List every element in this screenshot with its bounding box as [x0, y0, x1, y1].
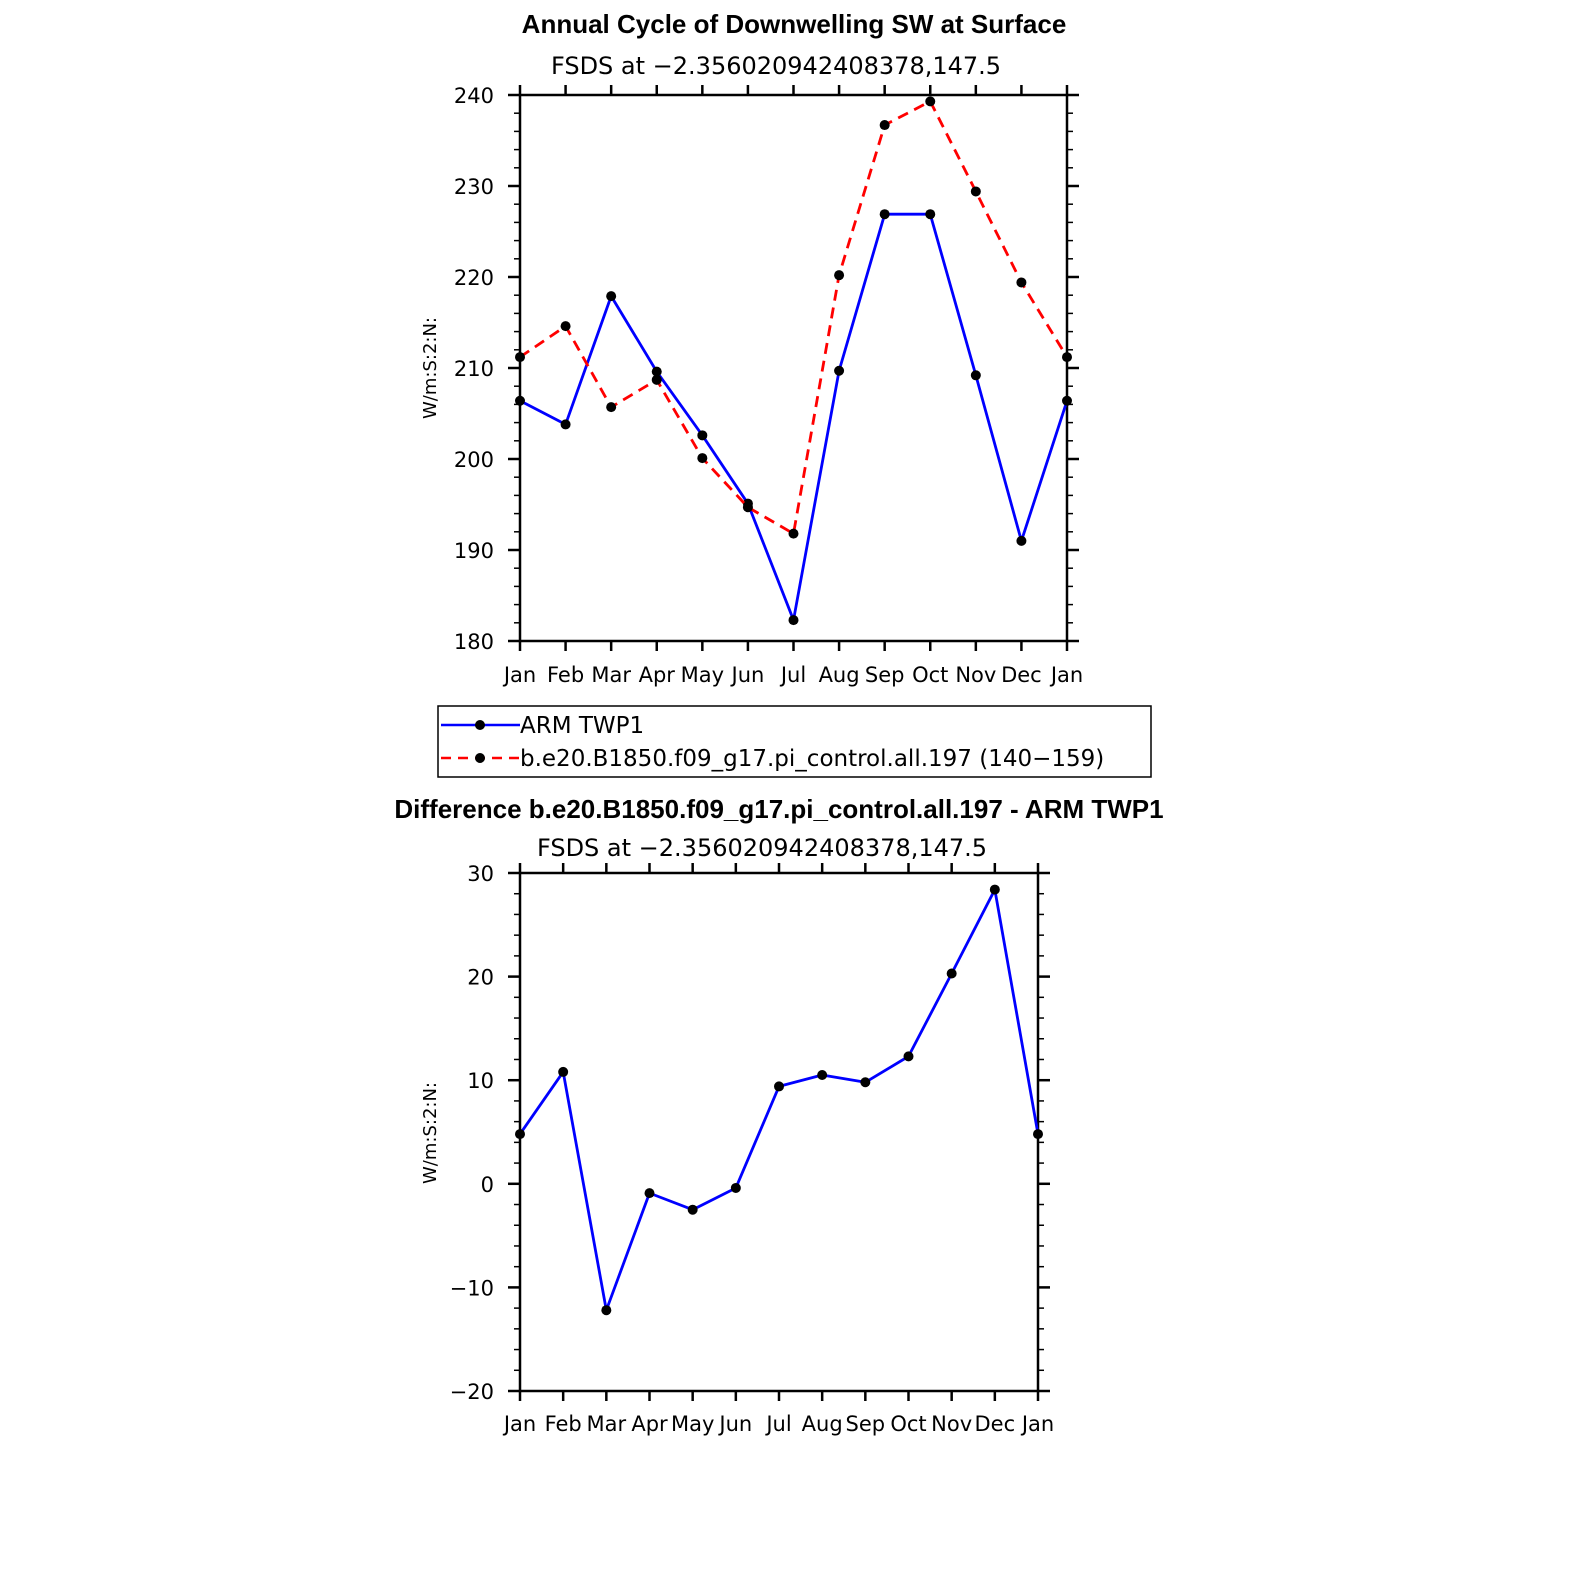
x-tick-label: May [671, 1412, 714, 1436]
data-point [558, 1066, 569, 1077]
data-point [651, 374, 662, 385]
data-point [774, 1081, 784, 1092]
x-tick-label: Aug [819, 663, 860, 687]
data-point [515, 395, 525, 406]
data-point [1062, 352, 1072, 363]
data-point [788, 528, 799, 539]
y-tick-label: 0 [481, 1173, 494, 1197]
data-point [515, 352, 525, 363]
legend-label-model: b.e20.B1850.f09_g17.pi_control.all.197 (… [520, 746, 1104, 772]
x-tick-label: Feb [547, 663, 584, 687]
data-point [560, 419, 571, 430]
chart-2-y-axis-label: W/m:S:2:N: [420, 1082, 441, 1184]
chart-2-subtitle: FSDS at −2.356020942408378,147.5 [537, 834, 987, 862]
x-tick-label: Jan [1020, 1412, 1054, 1436]
data-point [1033, 1129, 1043, 1140]
x-tick-label: Oct [912, 663, 948, 687]
data-point [1016, 535, 1027, 546]
data-point [515, 1129, 525, 1140]
x-tick-label: Dec [975, 1412, 1016, 1436]
y-tick-label: 240 [454, 84, 494, 108]
data-point [925, 96, 936, 107]
data-point [742, 502, 753, 513]
y-tick-label: −10 [450, 1276, 494, 1300]
legend-marker-model [475, 753, 485, 763]
data-point [946, 968, 957, 979]
x-tick-label: Aug [802, 1412, 843, 1436]
x-tick-label: Apr [639, 663, 676, 687]
x-tick-label: Jun [717, 1412, 752, 1436]
data-point [730, 1182, 741, 1193]
data-point [970, 370, 981, 381]
x-tick-label: Jan [1049, 663, 1083, 687]
legend-marker-arm-twp1 [475, 720, 485, 730]
x-tick-label: Mar [591, 663, 631, 687]
data-point [925, 209, 936, 220]
chart-1-axes: Jan Feb Mar Apr May Jun Jul Aug Sep Oct Nov Dec Jan 1… [454, 84, 1083, 687]
data-point [644, 1188, 655, 1199]
x-tick-label: Jan [502, 1412, 536, 1436]
data-point [970, 186, 981, 197]
data-point [687, 1204, 698, 1215]
difference-panel: Difference b.e20.B1850.f09_g17.pi_contro… [394, 794, 1163, 1436]
data-point [560, 321, 571, 332]
x-tick-label: Apr [631, 1412, 668, 1436]
y-tick-label: −20 [450, 1380, 494, 1404]
x-tick-label: Dec [1001, 663, 1042, 687]
data-point [817, 1070, 828, 1081]
y-tick-label: 230 [454, 175, 494, 199]
data-point [834, 365, 845, 376]
data-point [651, 366, 662, 377]
x-tick-label: Jun [730, 663, 765, 687]
x-tick-label: Mar [587, 1412, 627, 1436]
data-point [1062, 395, 1072, 406]
data-point [606, 291, 617, 302]
chart-1-title: Annual Cycle of Downwelling SW at Surfac… [522, 9, 1067, 39]
y-tick-label: 200 [454, 448, 494, 472]
data-point [1016, 277, 1027, 288]
data-point [989, 884, 1000, 895]
chart-2-series [515, 884, 1043, 1316]
chart-1-subtitle: FSDS at −2.356020942408378,147.5 [551, 52, 1001, 80]
chart-1-y-axis-label: W/m:S:2:N: [420, 317, 441, 419]
x-tick-label: Sep [865, 663, 905, 687]
y-tick-label: 30 [467, 862, 494, 886]
data-point [879, 120, 890, 131]
data-point [860, 1077, 871, 1088]
x-tick-label: Jan [502, 663, 536, 687]
legend: ARM TWP1 b.e20.B1850.f09_g17.pi_control.… [437, 705, 1152, 778]
legend-label-arm-twp1: ARM TWP1 [520, 713, 644, 739]
annual-cycle-panel: Annual Cycle of Downwelling SW at Surfac… [420, 9, 1083, 687]
y-tick-label: 180 [454, 630, 494, 654]
data-point [601, 1305, 612, 1316]
data-point [903, 1051, 914, 1062]
data-point [697, 453, 708, 464]
y-tick-label: 10 [467, 1069, 494, 1093]
x-tick-label: Nov [931, 1412, 972, 1436]
x-tick-label: Jul [779, 663, 806, 687]
data-point [879, 209, 890, 220]
y-tick-label: 210 [454, 357, 494, 381]
x-tick-label: Sep [846, 1412, 886, 1436]
data-point [606, 402, 617, 413]
chart-2-title: Difference b.e20.B1850.f09_g17.pi_contro… [394, 794, 1163, 824]
y-tick-label: 20 [467, 966, 494, 990]
data-point [834, 270, 845, 281]
legend-box [437, 705, 1152, 778]
y-tick-label: 190 [454, 539, 494, 563]
x-tick-label: Oct [890, 1412, 926, 1436]
x-tick-label: Jul [764, 1412, 791, 1436]
x-tick-label: May [681, 663, 724, 687]
data-point [788, 615, 799, 626]
y-tick-label: 220 [454, 266, 494, 290]
chart-1-series [515, 96, 1072, 626]
data-point [697, 430, 708, 441]
x-tick-label: Nov [955, 663, 996, 687]
x-tick-label: Feb [545, 1412, 582, 1436]
